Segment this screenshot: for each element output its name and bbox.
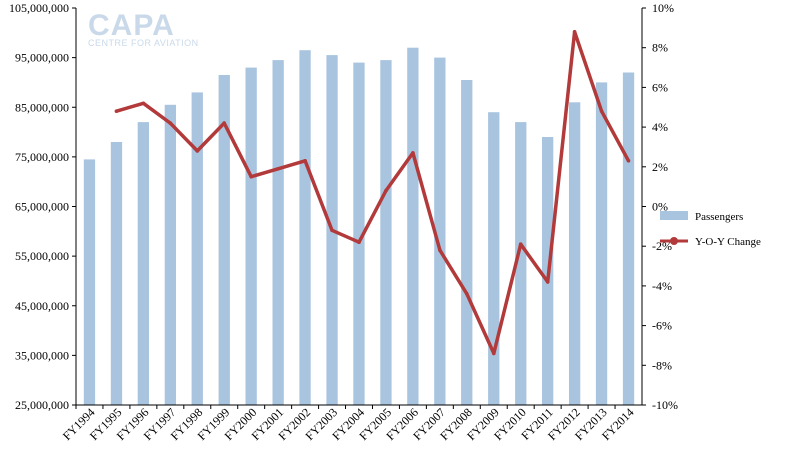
bar-passengers [461,80,473,405]
point-yoy-change [195,149,200,153]
bar-passengers [434,57,446,405]
point-yoy-change [330,228,334,233]
point-yoy-change [141,101,146,106]
bar-passengers [110,142,123,405]
right-tick-label: 4% [652,120,668,134]
bar-passengers [380,60,392,405]
left-tick-label: 65,000,000 [15,200,69,214]
left-tick-label: 85,000,000 [15,100,69,114]
point-yoy-change [222,121,226,125]
point-yoy-change [492,351,496,356]
bar-passengers [488,112,500,405]
right-tick-label: 10% [652,1,674,15]
bar-passengers [407,47,419,405]
bar-passengers [137,122,149,405]
bar-passengers [83,159,96,405]
capa-logo: CAPA CENTRE FOR AVIATION [88,9,199,48]
point-yoy-change [599,109,604,113]
right-tick-label: -8% [652,358,672,372]
left-tick-label: 75,000,000 [15,150,69,164]
left-tick-label: 35,000,000 [15,348,69,362]
bar-passengers [353,62,365,405]
left-axis-ticks: 25,000,000 35,000,000 45,000,000 55,000,000… [9,1,76,412]
point-yoy-change [168,121,173,125]
bar-passengers [245,67,257,405]
point-yoy-change [114,109,119,113]
point-yoy-change [276,167,280,171]
point-yoy-change [626,159,631,163]
right-tick-label: 6% [652,80,668,94]
right-tick-label: -4% [652,279,672,293]
right-tick-label: 8% [652,41,668,55]
legend-swatch-passengers [660,211,688,220]
legend-marker-yoy-change [670,237,678,245]
point-yoy-change [249,174,253,179]
left-tick-label: 45,000,000 [15,299,69,313]
right-tick-label: -10% [652,398,678,412]
point-yoy-change [465,292,469,296]
bar-passengers [191,92,203,406]
point-yoy-change [545,280,550,284]
bar-passengers [569,102,581,406]
left-tick-label: 105,000,000 [9,1,69,15]
left-tick-label: 25,000,000 [15,398,69,412]
legend-label-yoy-change: Y-O-Y Change [695,236,761,248]
bar-passengers [515,122,527,405]
point-yoy-change [438,248,442,252]
left-tick-label: 55,000,000 [15,249,69,263]
logo-tagline: CENTRE FOR AVIATION [88,38,199,48]
right-tick-label: 2% [652,160,668,174]
logo-wordmark: CAPA [88,9,175,42]
line-series-yoy-change [114,30,631,356]
point-yoy-change [411,151,415,155]
point-yoy-change [572,30,577,34]
point-yoy-change [357,240,361,244]
right-tick-label: 0% [652,200,668,214]
point-yoy-change [384,188,388,193]
bar-passengers [272,60,284,405]
bar-passengers [164,104,176,406]
right-tick-label: -6% [652,319,672,333]
point-yoy-change [518,242,523,246]
bar-passengers [595,82,608,406]
x-axis-ticks: FY1994FY1995FY1996FY1997FY1998FY1999FY20… [60,405,637,443]
right-axis-ticks: -10% -8% -6% -4% -2% 0% 2% 4% 6% 8% 10% [642,1,678,412]
bar-passengers [622,72,635,405]
bar-series-passengers [83,47,635,406]
line-yoy-change [115,30,631,356]
bar-passengers [218,75,230,405]
left-tick-label: 95,000,000 [15,51,69,65]
right-tick-label: -2% [652,239,672,253]
legend: Passengers Y-O-Y Change [660,211,761,248]
bar-passengers [299,50,311,405]
point-yoy-change [303,159,307,163]
legend-label-passengers: Passengers [695,211,743,223]
